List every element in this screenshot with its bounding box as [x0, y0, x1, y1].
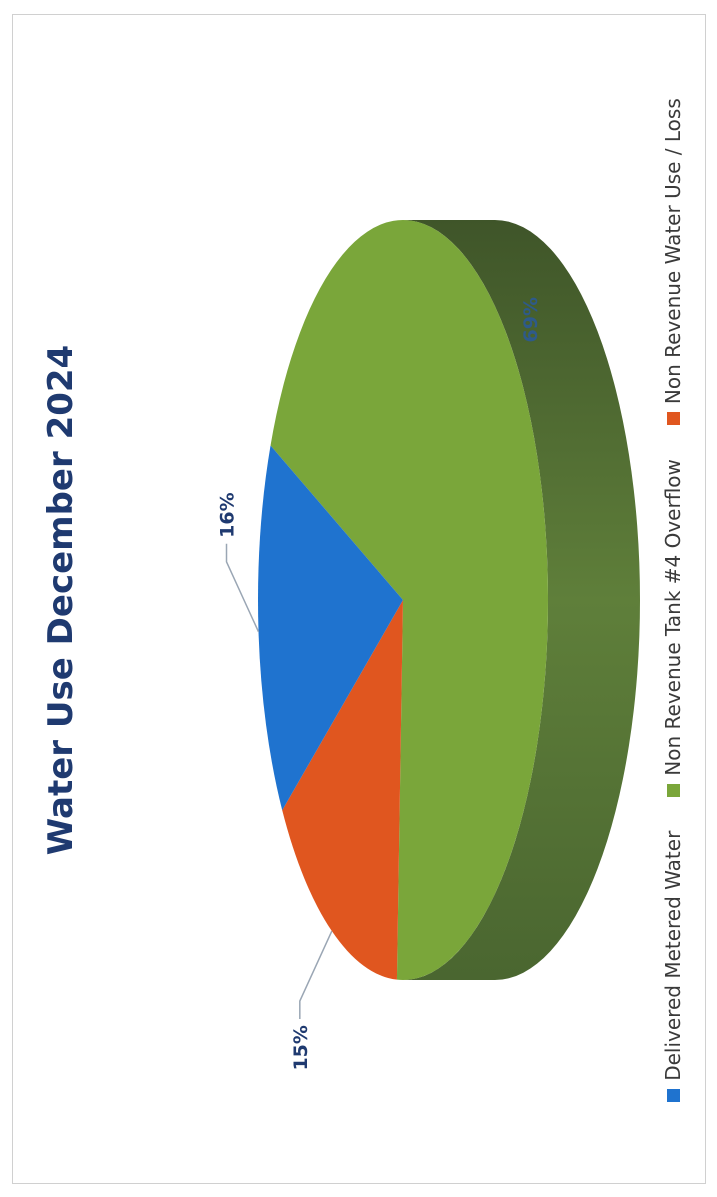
legend: Delivered Metered Water Non Revenue Tank…	[661, 15, 685, 1185]
data-label-delivered: 16%	[217, 492, 239, 537]
pie-top	[257, 220, 548, 981]
data-label-tank-overflow: 69%	[520, 297, 542, 342]
legend-label-tank-overflow: Non Revenue Tank #4 Overflow	[661, 459, 685, 776]
slice-water-loss	[282, 600, 403, 980]
legend-label-water-loss: Non Revenue Water Use / Loss	[661, 98, 685, 405]
legend-item-delivered: Delivered Metered Water	[661, 831, 685, 1102]
slice-delivered	[257, 445, 403, 811]
pie-side-band	[403, 220, 640, 980]
legend-item-tank-overflow: Non Revenue Tank #4 Overflow	[661, 459, 685, 797]
data-label-water-loss: 15%	[290, 1025, 312, 1070]
legend-swatch-water-loss	[666, 412, 680, 426]
legend-item-water-loss: Non Revenue Water Use / Loss	[661, 98, 685, 426]
pie-labels: 69% 15% 16%	[217, 297, 542, 1071]
legend-swatch-delivered	[666, 1088, 680, 1102]
chart-canvas: Water Use December 2024 69% 15% 16% Delive…	[13, 15, 707, 1185]
legend-label-delivered: Delivered Metered Water	[661, 830, 685, 1081]
chart-frame: Water Use December 2024 69% 15% 16% Delive…	[12, 14, 706, 1184]
pie-side	[403, 220, 640, 980]
leader-line-delivered	[225, 543, 260, 633]
pie-chart: 69% 15% 16%	[217, 220, 640, 1071]
legend-swatch-tank-overflow	[666, 783, 680, 797]
leader-line-water-loss	[299, 930, 333, 1020]
slice-tank-overflow	[270, 220, 548, 981]
